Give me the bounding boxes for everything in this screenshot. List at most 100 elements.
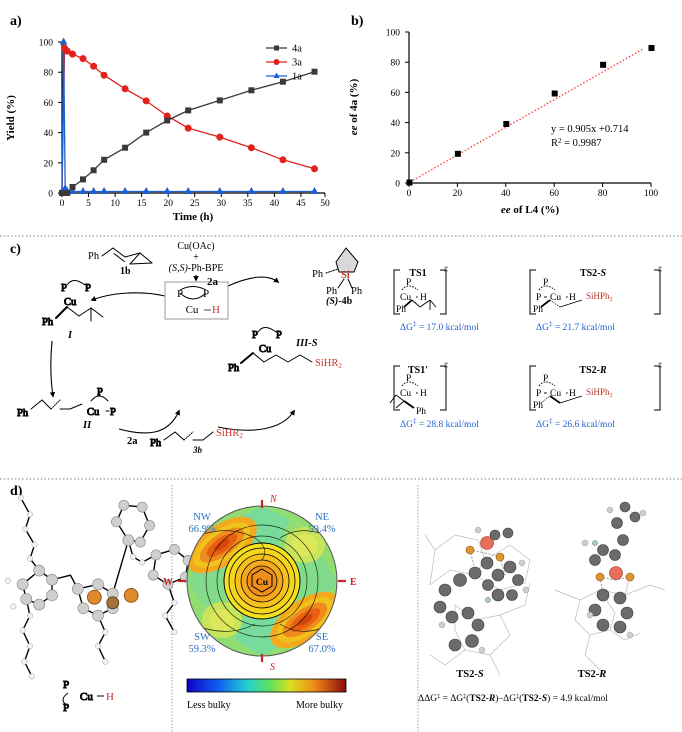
- svg-text:P: P: [85, 283, 91, 294]
- svg-text:P: P: [536, 293, 541, 303]
- svg-text:2a: 2a: [127, 436, 138, 447]
- svg-text:ee of L4 (%): ee of L4 (%): [501, 204, 560, 216]
- svg-text:20: 20: [44, 159, 54, 169]
- svg-text:E: E: [350, 577, 357, 588]
- svg-text:TS2-R: TS2-R: [578, 669, 607, 680]
- svg-text:40: 40: [270, 199, 280, 209]
- svg-text:25: 25: [190, 199, 200, 209]
- svg-text:H: H: [212, 304, 220, 316]
- svg-text:P: P: [63, 702, 69, 714]
- svg-text:40: 40: [44, 129, 54, 139]
- svg-text:ΔG‡ = 17.0 kcal/mol: ΔG‡ = 17.0 kcal/mol: [400, 320, 479, 333]
- svg-text:Cu: Cu: [256, 578, 269, 588]
- svg-text:H: H: [420, 293, 427, 303]
- svg-text:20: 20: [163, 199, 173, 209]
- svg-text:Si: Si: [341, 270, 350, 281]
- svg-text:0: 0: [395, 180, 400, 190]
- svg-text:67.0%: 67.0%: [308, 644, 335, 655]
- svg-text:3b: 3b: [192, 445, 203, 455]
- svg-text:Cu: Cu: [64, 297, 77, 308]
- svg-text:SiHPh2: SiHPh2: [586, 387, 613, 399]
- svg-text:Ph: Ph: [88, 251, 100, 262]
- svg-text:59.4%: 59.4%: [308, 524, 335, 535]
- svg-text:Cu: Cu: [259, 344, 272, 355]
- svg-text:Ph: Ph: [351, 286, 363, 297]
- svg-text:Ph: Ph: [150, 438, 162, 449]
- svg-text:5: 5: [86, 199, 91, 209]
- svg-text:0: 0: [60, 199, 65, 209]
- svg-text:‡: ‡: [444, 361, 448, 370]
- svg-text:1b: 1b: [120, 266, 131, 277]
- svg-text:y = 0.905x +0.714: y = 0.905x +0.714: [551, 124, 629, 135]
- svg-text:80: 80: [598, 189, 608, 199]
- svg-text:P: P: [110, 407, 116, 418]
- svg-text:ΔG‡ = 21.7 kcal/mol: ΔG‡ = 21.7 kcal/mol: [536, 320, 615, 333]
- svg-text:TS2-S: TS2-S: [580, 268, 607, 279]
- svg-text:‡: ‡: [658, 361, 662, 370]
- svg-text:+: +: [193, 252, 199, 263]
- svg-text:H: H: [106, 691, 114, 703]
- svg-text:100: 100: [386, 29, 401, 39]
- svg-text:Ph: Ph: [17, 408, 29, 419]
- svg-text:60: 60: [549, 189, 559, 199]
- svg-text:S: S: [270, 662, 275, 673]
- svg-text:Ph: Ph: [228, 363, 240, 374]
- svg-text:60: 60: [44, 99, 54, 109]
- svg-text:TS2-S: TS2-S: [456, 669, 484, 680]
- svg-text:I: I: [67, 330, 73, 341]
- svg-text:(S)-4b: (S)-4b: [326, 296, 353, 307]
- svg-text:60: 60: [391, 89, 401, 99]
- svg-text:Less bulky: Less bulky: [187, 700, 231, 711]
- svg-text:‡: ‡: [658, 265, 662, 274]
- svg-text:100: 100: [39, 39, 54, 49]
- svg-text:SiHR2: SiHR2: [216, 428, 243, 440]
- svg-text:P: P: [63, 679, 69, 691]
- svg-text:0: 0: [48, 190, 53, 200]
- svg-text:Cu: Cu: [87, 407, 100, 418]
- svg-text:Cu: Cu: [80, 691, 93, 703]
- svg-text:100: 100: [644, 189, 659, 199]
- svg-text:II: II: [82, 420, 92, 431]
- svg-text:80: 80: [391, 59, 401, 69]
- svg-text:80: 80: [44, 69, 54, 79]
- svg-text:P: P: [276, 330, 282, 341]
- svg-text:ΔG‡ = 28.8 kcal/mol: ΔG‡ = 28.8 kcal/mol: [400, 417, 479, 430]
- svg-text:3a: 3a: [292, 58, 302, 69]
- svg-text:TS2-R: TS2-R: [579, 365, 607, 376]
- svg-text:4a: 4a: [292, 44, 302, 55]
- svg-text:10: 10: [110, 199, 120, 209]
- svg-text:30: 30: [217, 199, 227, 209]
- svg-text:NW: NW: [193, 512, 211, 523]
- svg-text:ΔG‡ = 26.6 kcal/mol: ΔG‡ = 26.6 kcal/mol: [536, 417, 615, 430]
- svg-text:Cu: Cu: [186, 304, 199, 316]
- svg-text:40: 40: [391, 119, 401, 129]
- svg-text:Yield (%): Yield (%): [5, 95, 17, 141]
- svg-text:P: P: [61, 283, 67, 294]
- svg-text:66.9%: 66.9%: [188, 524, 215, 535]
- svg-text:ee of 4a (%): ee of 4a (%): [348, 78, 360, 135]
- svg-text:2a: 2a: [207, 276, 219, 288]
- svg-text:SiHPh2: SiHPh2: [586, 291, 613, 303]
- svg-text:H: H: [569, 389, 576, 399]
- svg-text:Cu(OAc): Cu(OAc): [177, 241, 214, 252]
- svg-text:1a: 1a: [292, 72, 302, 83]
- svg-text:SW: SW: [194, 632, 210, 643]
- svg-text:Time (h): Time (h): [173, 211, 214, 223]
- svg-text:(S,S)-Ph-BPE: (S,S)-Ph-BPE: [169, 263, 224, 274]
- svg-text:Ph: Ph: [312, 269, 324, 280]
- svg-text:P: P: [536, 389, 541, 399]
- svg-text:P: P: [252, 330, 258, 341]
- svg-text:35: 35: [243, 199, 253, 209]
- svg-text:20: 20: [391, 149, 401, 159]
- svg-text:50: 50: [320, 199, 330, 209]
- svg-text:III-S: III-S: [295, 338, 318, 349]
- svg-text:Ph: Ph: [42, 317, 54, 328]
- svg-text:40: 40: [501, 189, 511, 199]
- svg-text:59.3%: 59.3%: [188, 644, 215, 655]
- svg-text:SE: SE: [316, 632, 328, 643]
- svg-text:‡: ‡: [444, 265, 448, 274]
- svg-text:H: H: [569, 293, 576, 303]
- svg-text:ΔΔG‡ = ΔG‡(TS2-R)–ΔG‡(TS2-S) =: ΔΔG‡ = ΔG‡(TS2-R)–ΔG‡(TS2-S) = 4.9 kcal/…: [418, 693, 608, 704]
- svg-text:Ph: Ph: [416, 407, 426, 417]
- svg-text:H: H: [420, 389, 427, 399]
